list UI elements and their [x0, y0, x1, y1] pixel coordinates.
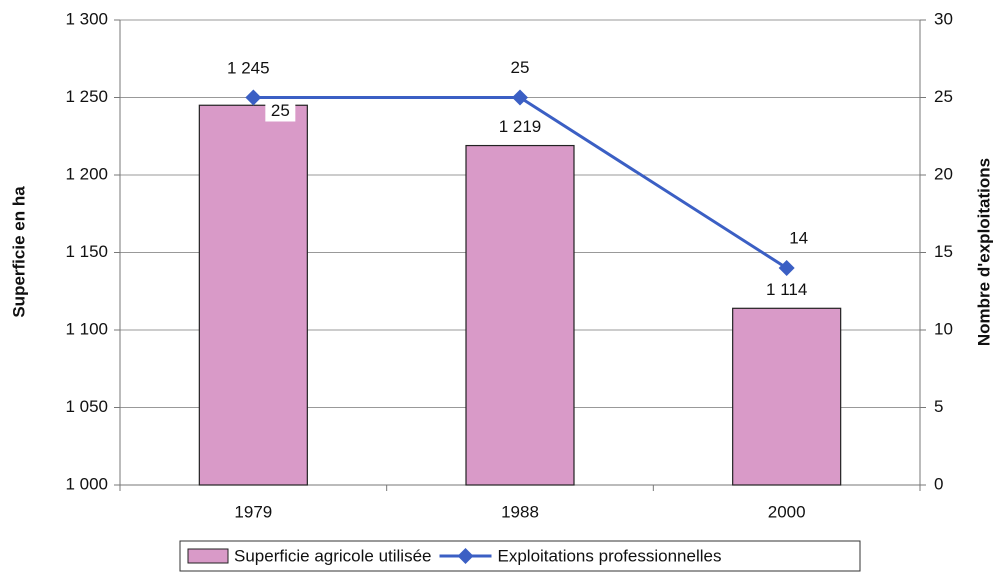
y2-tick-label: 20: [934, 164, 953, 183]
y2-tick-label: 15: [934, 242, 953, 261]
y-tick-label: 1 300: [65, 9, 108, 28]
legend-box: [179, 540, 861, 572]
y-tick-label: 1 000: [65, 474, 108, 493]
y-tick-label: 1 250: [65, 87, 108, 106]
y-axis-title: Superficie en ha: [9, 186, 28, 318]
bar: [198, 104, 308, 486]
y-tick-label: 1 050: [65, 397, 108, 416]
line-value-label: 25: [271, 101, 290, 120]
x-tick-label: 2000: [768, 502, 806, 521]
y-tick-label: 1 100: [65, 319, 108, 338]
y-tick-label: 1 200: [65, 164, 108, 183]
y2-tick-label: 0: [934, 474, 943, 493]
line-marker: [245, 89, 262, 106]
legend-marker: [457, 548, 474, 564]
bar: [732, 307, 842, 486]
bar-value-label: 1 114: [766, 280, 807, 299]
y2-axis-title: Nombre d'exploitations: [974, 158, 993, 346]
legend-label: Exploitations professionnelles: [498, 546, 722, 565]
y-tick-label: 1 150: [65, 242, 108, 261]
bar-value-label: 1 245: [227, 59, 270, 78]
line-value-label: 14: [789, 228, 808, 247]
y2-tick-label: 30: [934, 9, 953, 28]
y2-tick-label: 25: [934, 87, 953, 106]
line-value-label: 25: [511, 58, 530, 77]
legend-label: Superficie agricole utilisée: [234, 546, 432, 565]
x-tick-label: 1979: [234, 502, 272, 521]
x-tick-label: 1988: [501, 502, 539, 521]
legend-swatch: [187, 548, 229, 564]
y2-tick-label: 5: [934, 397, 943, 416]
y2-tick-label: 10: [934, 319, 953, 338]
label-background: [265, 99, 296, 122]
bar-value-label: 1 219: [499, 117, 542, 136]
bar: [465, 144, 575, 486]
line-marker: [512, 89, 528, 106]
line-marker: [778, 260, 795, 276]
